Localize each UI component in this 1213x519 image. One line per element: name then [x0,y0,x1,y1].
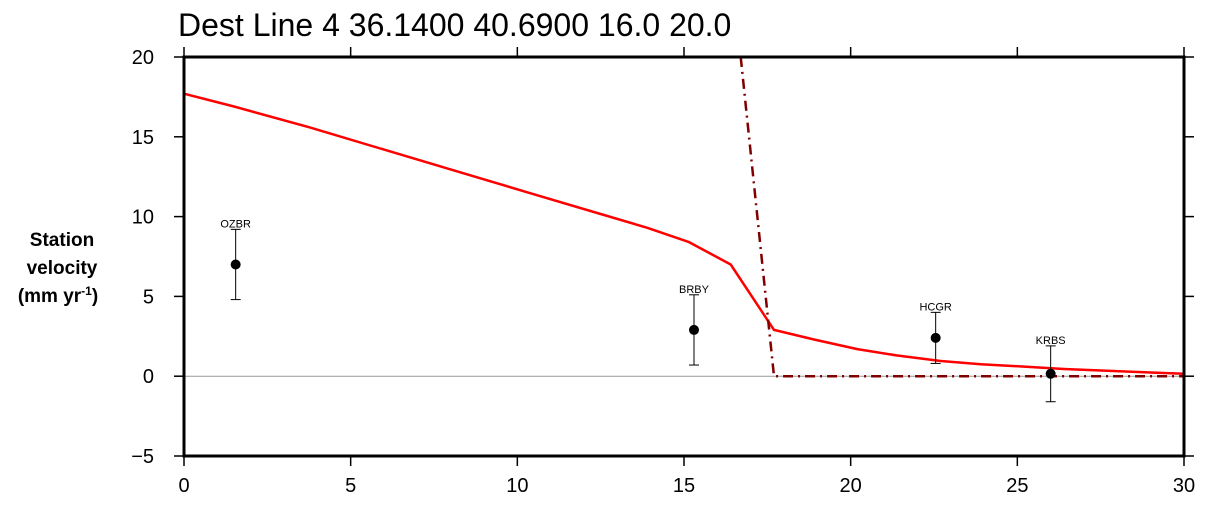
data-point [1045,368,1056,379]
station-label: KRBS [1036,335,1066,347]
x-tick-label: 30 [1173,475,1195,497]
station-brby: BRBY [679,284,710,366]
chart-title: Dest Line 4 36.1400 40.6900 16.0 20.0 [178,7,731,43]
x-tick-label: 10 [506,475,528,497]
station-label: HCGR [919,301,951,313]
station-hcgr: HCGR [919,301,952,364]
y-tick-label: 10 [132,207,154,229]
data-point [689,324,699,335]
y-axis-label-line3: (mm yr-1) [18,284,98,307]
station-ozbr: OZBR [220,218,251,301]
y-axis-unit-superscript: -1 [81,284,92,298]
y-tick-label: 0 [143,366,154,388]
y-tick-label: 20 [132,47,154,69]
y-tick-label: −5 [131,446,154,468]
y-tick-label: 5 [143,286,154,308]
y-axis-label-line1: Station [30,230,94,251]
y-axis-label: Station velocity (mm yr-1) [18,230,98,307]
x-tick-label: 20 [840,475,862,497]
velocity-model-line [183,92,1185,376]
data-point [230,259,241,270]
y-tick-label: 15 [132,127,154,149]
x-tick-label: 25 [1006,475,1028,497]
station-label: OZBR [220,218,251,230]
y-axis-unit-suffix: ) [92,286,98,307]
plot-frame [182,55,1186,458]
station-krbs: KRBS [1036,335,1066,403]
data-point [930,332,941,343]
y-axis-unit-prefix: (mm yr [18,286,82,307]
plot-area: OZBR BRBY HCGR KRBS 0 5 10 15 20 25 30 −5 0 5 10 15 20 [131,47,1195,497]
x-tick-label: 5 [345,475,356,497]
x-tick-label: 15 [673,475,695,497]
y-axis-label-line2: velocity [27,258,98,279]
step-model-line [739,56,1184,378]
station-label: BRBY [679,284,710,296]
x-tick-label: 0 [178,475,189,497]
